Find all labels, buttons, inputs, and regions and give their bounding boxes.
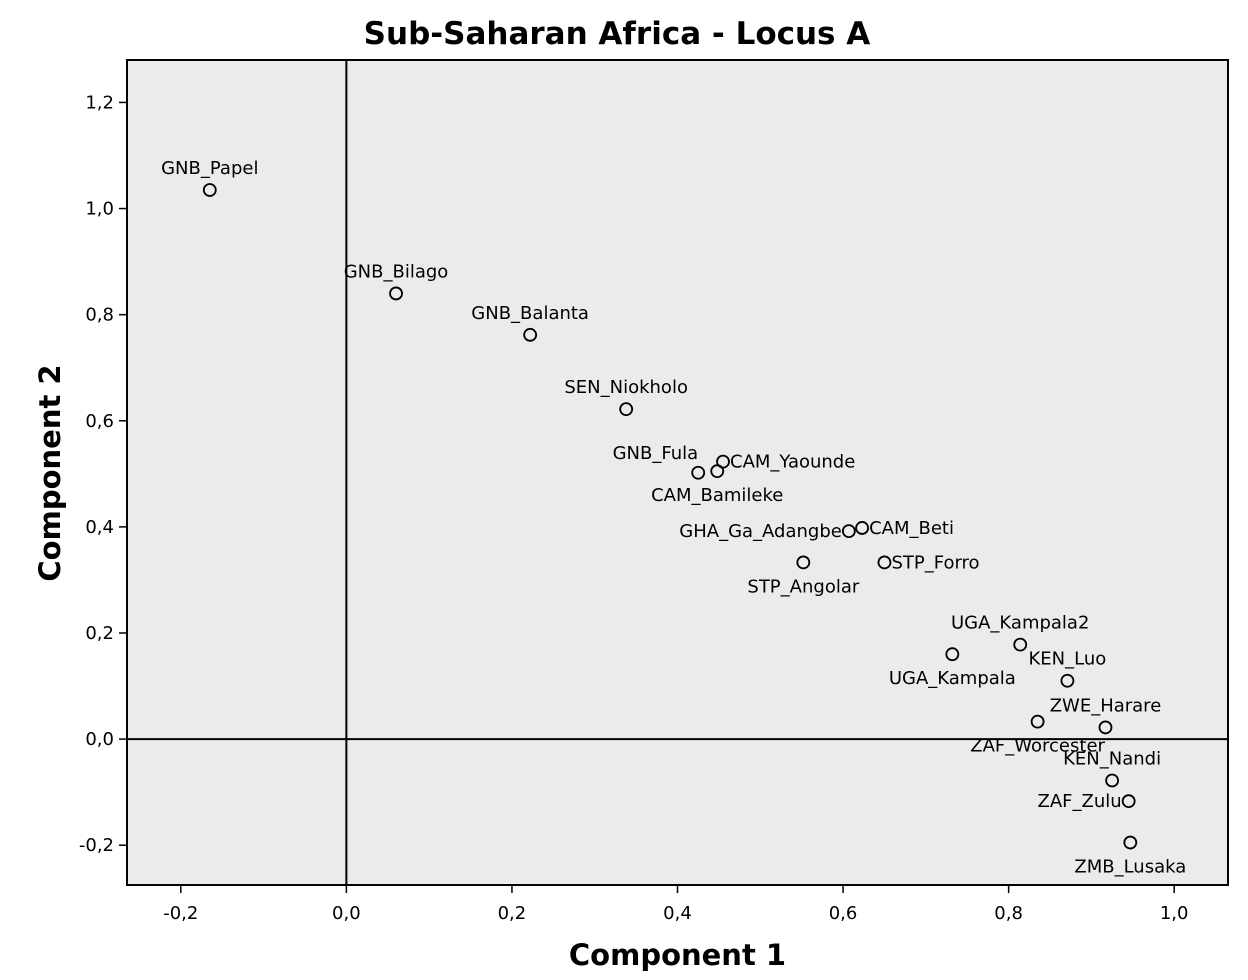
data-point-label: UGA_Kampala2 (951, 613, 1089, 634)
data-point (1013, 637, 1028, 652)
x-tick-label: 0,0 (332, 903, 361, 924)
y-tick-label: 1,2 (85, 92, 114, 113)
point-labels: GNB_Papel GNB_Bilago GNB_Balanta SEN_Niokho… (161, 158, 1186, 878)
chart-title: Sub-Saharan Africa - Locus A (363, 16, 871, 52)
data-point-label: ZMB_Lusaka (1074, 857, 1186, 878)
y-tick-label: 1,0 (85, 199, 114, 220)
data-point (1105, 773, 1120, 788)
data-point (1121, 794, 1136, 809)
y-tick-label: 0,0 (85, 729, 114, 750)
data-point (1123, 835, 1138, 850)
x-tick-label: -0,2 (163, 903, 198, 924)
data-point (841, 524, 856, 539)
data-points (202, 183, 1138, 850)
data-point-label: SEN_Niokholo (564, 377, 688, 398)
data-point-label: STP_Forro (891, 552, 979, 573)
data-point-label: GNB_Papel (161, 158, 258, 179)
data-point (716, 454, 730, 469)
data-point-label: KEN_Luo (1029, 649, 1107, 670)
y-tick-label: 0,4 (85, 517, 114, 538)
y-tick-label: 0,8 (85, 305, 114, 326)
data-point (1098, 720, 1113, 735)
data-point-label: CAM_Yaounde (730, 452, 855, 473)
y-tick-label: 0,2 (85, 623, 114, 644)
x-axis-title: Component 1 (568, 938, 787, 972)
data-point (855, 521, 870, 535)
data-point (691, 465, 706, 480)
data-point (523, 327, 538, 342)
data-point-label: ZAF_Worcester (970, 736, 1105, 757)
reference-lines (127, 60, 1228, 885)
data-point-label: ZWE_Harare (1050, 695, 1162, 716)
x-tick-label: 0,2 (498, 903, 527, 924)
data-point-label: KEN_Nandi (1063, 748, 1161, 769)
data-point-label: CAM_Bamileke (651, 485, 783, 506)
x-tick-label: 1,0 (1160, 903, 1189, 924)
data-point-label: GNB_Bilago (344, 261, 449, 282)
data-point-label: UGA_Kampala (889, 668, 1016, 689)
data-point-label: STP_Angolar (747, 576, 859, 597)
y-axis-title: Component 2 (33, 364, 67, 582)
y-tick-label: 0,6 (85, 411, 114, 432)
x-tick-label: 0,6 (829, 903, 858, 924)
data-point (1030, 714, 1045, 729)
data-point (1060, 673, 1075, 688)
data-point (796, 555, 811, 570)
y-tick-label: -0,2 (79, 835, 114, 856)
data-point-label: ZAF_Zulu (1038, 791, 1122, 812)
data-point (202, 183, 217, 197)
data-point-label: CAM_Beti (869, 518, 954, 539)
data-point-label: GNB_Balanta (471, 303, 589, 324)
data-point (389, 286, 403, 301)
x-tick-label: 0,4 (663, 903, 692, 924)
plot-area (126, 59, 1229, 886)
x-tick-label: 0,8 (994, 903, 1023, 924)
data-point (945, 647, 960, 662)
data-point-label: GNB_Fula (613, 443, 699, 464)
data-point (877, 555, 892, 570)
data-point (619, 402, 634, 416)
axes: -0,2 0,0 0,2 0,4 0,6 0,8 1,0 -0,2 0,0 0,2 0,4 0,6 0,… (79, 92, 1189, 924)
data-point-label: GHA_Ga_Adangbe (679, 521, 842, 542)
